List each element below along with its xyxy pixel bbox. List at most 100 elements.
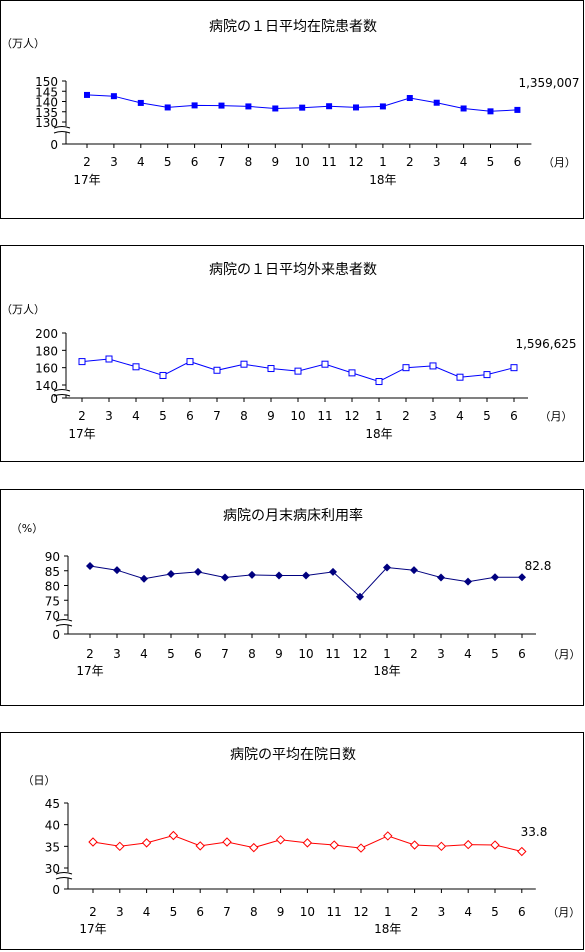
data-point: [409, 840, 420, 850]
x-tick-label: 3: [433, 155, 441, 169]
x-tick-label: 5: [170, 905, 178, 919]
data-point: [194, 567, 202, 576]
data-point: [248, 570, 256, 579]
axis-break-mark: [53, 131, 71, 134]
x-tick-label: 4: [460, 155, 468, 169]
x-axis-unit: （月）: [547, 906, 580, 919]
chart-panel-outpatients: 病院の１日平均外来患者数 （万人） 200 180 160 140 0 2 3 4 5 6 7 8 9 10 1…: [0, 245, 584, 462]
x-tick-label: 2: [78, 409, 86, 423]
data-point: [86, 562, 94, 571]
year-label-18: 18年: [369, 173, 396, 187]
data-point: [240, 360, 248, 368]
x-tick-label: 11: [317, 409, 332, 423]
y-tick-label: 75: [45, 594, 60, 608]
data-point: [514, 106, 521, 113]
year-label-18: 18年: [365, 427, 392, 441]
y-axis-unit: （日）: [23, 774, 56, 787]
data-point: [105, 355, 113, 363]
x-tick-label: 9: [275, 647, 283, 661]
data-point: [167, 569, 175, 578]
x-tick-label: 4: [140, 647, 148, 661]
latest-value-label: 82.8: [525, 559, 552, 573]
x-tick-label: 5: [491, 905, 499, 919]
data-point: [78, 358, 86, 366]
chart-title: 病院の平均在院日数: [230, 747, 356, 763]
x-tick-label: 2: [89, 905, 97, 919]
data-point: [517, 846, 527, 857]
data-point: [464, 577, 472, 586]
data-point: [168, 830, 179, 841]
data-point: [510, 364, 518, 372]
x-tick-label: 2: [86, 647, 94, 661]
data-point: [222, 837, 232, 847]
x-tick-label: 7: [221, 647, 229, 661]
data-point: [329, 840, 339, 850]
y-tick-label: 30: [45, 862, 60, 876]
data-point: [456, 373, 464, 381]
x-tick-label: 12: [352, 647, 367, 661]
year-label-18: 18年: [374, 922, 401, 936]
data-point: [141, 838, 152, 848]
x-axis-unit: （月）: [548, 648, 581, 661]
y-tick-label: 0: [52, 883, 60, 897]
x-tick-label: 8: [250, 905, 258, 919]
data-point: [463, 839, 473, 850]
y-tick-label: 140: [35, 379, 58, 393]
x-tick-label: 8: [240, 409, 248, 423]
x-tick-label: 3: [113, 647, 121, 661]
x-tick-label: 5: [483, 409, 491, 423]
year-label-17: 17年: [76, 664, 103, 678]
x-tick-label: 6: [194, 647, 202, 661]
x-tick-label: 4: [464, 905, 472, 919]
axis-break-mark: [53, 126, 71, 129]
y-tick-label: 200: [35, 327, 58, 341]
axis-break-mark: [55, 619, 73, 622]
x-tick-label: 7: [223, 905, 231, 919]
data-point: [348, 369, 356, 377]
y-axis-unit: （%）: [11, 522, 43, 535]
data-point: [294, 367, 302, 375]
x-tick-label: 11: [327, 905, 342, 919]
x-tick-label: 6: [510, 409, 518, 423]
x-tick-label: 8: [245, 155, 253, 169]
latest-value-label: 33.8: [521, 825, 548, 839]
axis-break-mark: [53, 389, 71, 392]
data-point: [275, 835, 286, 845]
x-tick-label: 5: [487, 155, 495, 169]
x-tick-label: 3: [438, 905, 446, 919]
x-tick-label: 2: [410, 647, 418, 661]
x-tick-label: 7: [213, 409, 221, 423]
y-tick-label: 35: [45, 840, 60, 854]
x-tick-label: 10: [298, 647, 313, 661]
year-label-17: 17年: [79, 922, 106, 936]
x-tick-label: 6: [196, 905, 204, 919]
x-tick-label: 10: [300, 905, 315, 919]
x-tick-label: 1: [379, 155, 387, 169]
data-point: [84, 91, 90, 98]
data-point: [302, 838, 313, 848]
data-point: [140, 574, 148, 583]
x-tick-label: 3: [437, 647, 445, 661]
x-tick-label: 4: [143, 905, 151, 919]
data-point: [518, 573, 526, 582]
x-tick-label: 4: [464, 647, 472, 661]
data-point: [483, 371, 491, 379]
x-tick-label: 11: [325, 647, 340, 661]
data-point: [437, 573, 445, 582]
data-point: [164, 104, 171, 111]
data-point: [299, 104, 306, 111]
x-tick-label: 6: [514, 155, 522, 169]
data-point: [218, 102, 225, 109]
chart-panel-average-stay: 病院の平均在院日数 （日） 45 40 35 30 0 2 3 4 5 6 7 8 9 10 11 12 1 2 3 4 5…: [0, 732, 584, 950]
data-point: [353, 104, 359, 111]
x-tick-label: 6: [191, 155, 199, 169]
x-tick-label: 9: [277, 905, 285, 919]
x-tick-label: 2: [402, 409, 410, 423]
y-tick-label: 40: [45, 819, 60, 833]
year-label-17: 17年: [68, 427, 95, 441]
data-point: [436, 841, 447, 852]
data-point: [302, 571, 310, 580]
